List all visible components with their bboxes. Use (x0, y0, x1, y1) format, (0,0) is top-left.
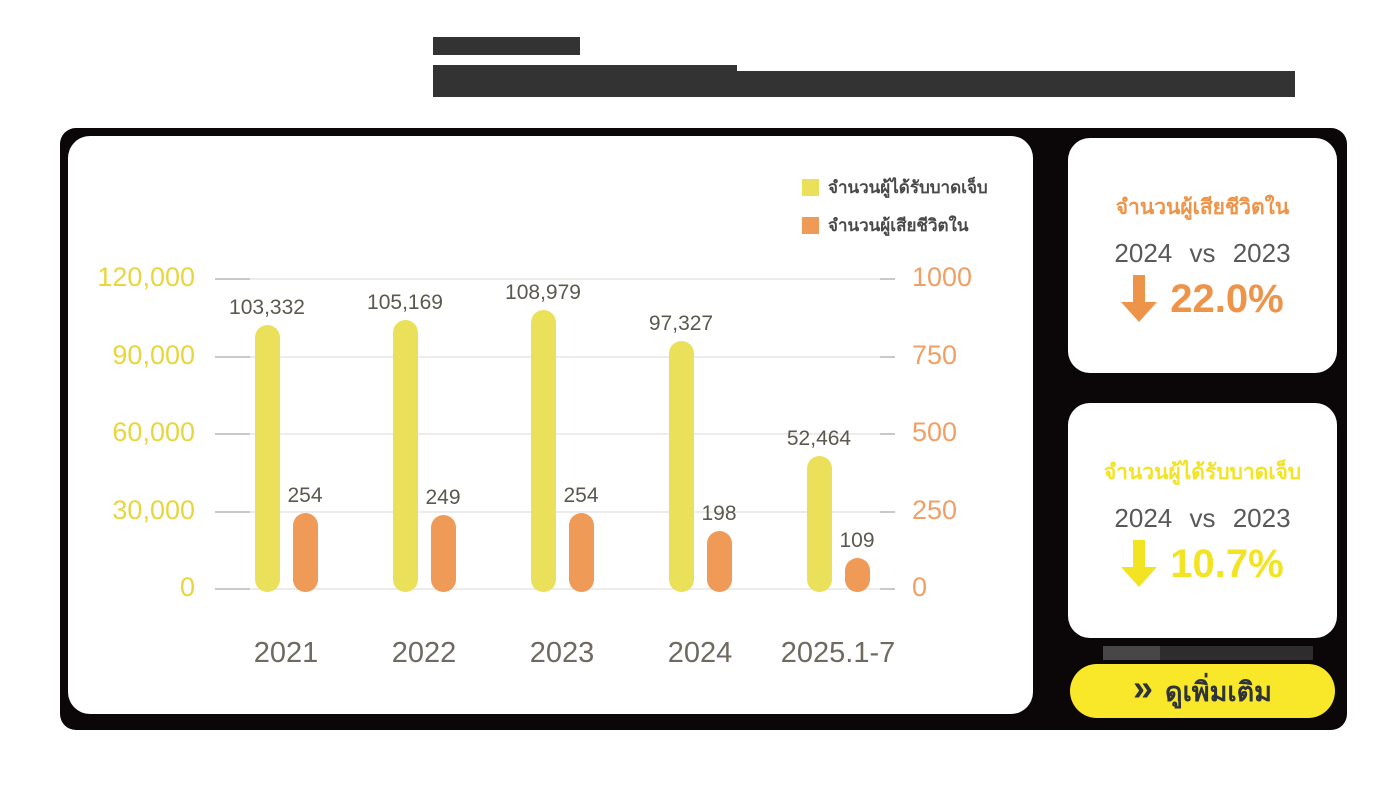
left-axis-label: 0 (179, 572, 195, 602)
stat-card-injured-change: 10.7% (1068, 540, 1337, 588)
value-label-deaths-2024: 198 (701, 502, 737, 525)
bar-injured-2024 (668, 341, 694, 592)
right-axis-label: 500 (912, 417, 958, 447)
stat-card-deaths-percent: 22.0% (1170, 276, 1284, 321)
left-axis-label: 60,000 (112, 417, 195, 447)
bar-deaths-2023 (568, 513, 594, 592)
bar-deaths-2025.1-7 (844, 558, 870, 592)
x-axis-label-2023: 2023 (529, 637, 595, 669)
x-axis-label-2024: 2024 (667, 637, 733, 669)
legend-item-injured: จำนวนผู้ได้รับบาดเจ็บ (802, 174, 988, 201)
left-axis-label: 90,000 (112, 339, 195, 370)
value-label-injured-2022: 105,169 (367, 291, 443, 314)
bar-injured-2025.1-7 (806, 456, 832, 592)
value-label-injured-2025.1-7: 52,464 (786, 427, 852, 450)
right-axis-label: 250 (912, 494, 958, 525)
right-axis-label: 1000 (912, 262, 973, 292)
value-label-deaths-2021: 254 (287, 484, 323, 507)
header-redacted-small-bar (433, 37, 580, 55)
right-axis-tick (880, 433, 895, 435)
value-label-deaths-2022: 249 (425, 486, 461, 509)
bar-injured-2022 (392, 320, 418, 592)
legend-swatch-injured-icon (802, 179, 819, 196)
stat-card-injured-title: จำนวนผู้ได้รับบาดเจ็บ (1103, 461, 1302, 484)
gridline (215, 588, 895, 590)
bar-deaths-2022 (430, 515, 456, 592)
gridline (215, 278, 895, 280)
left-axis-tick (215, 433, 250, 435)
bar-injured-2021 (254, 325, 280, 592)
down-arrow-icon (1121, 275, 1158, 323)
chart-card: 120,000 1000 90,000 750 60,000 500 30,000 250 0 0… (68, 136, 1033, 714)
right-axis-tick (880, 588, 895, 590)
bar-deaths-2021 (292, 513, 318, 592)
legend-swatch-deaths-icon (802, 217, 819, 234)
legend-label-deaths: จำนวนผู้เสียชีวิตใน (828, 216, 969, 235)
value-label-deaths-2025.1-7: 109 (839, 529, 875, 552)
header-redacted-title-bar-right (737, 71, 1295, 97)
value-label-injured-2021: 103,332 (229, 296, 305, 319)
chart-legend: จำนวนผู้ได้รับบาดเจ็บ จำนวนผู้เสียชีวิตใ… (802, 174, 988, 250)
left-axis-tick (215, 355, 250, 358)
left-axis-label: 30,000 (112, 494, 195, 525)
right-axis-tick (880, 278, 895, 280)
left-axis-tick (215, 510, 250, 513)
left-axis-tick (215, 588, 250, 590)
stat-card-deaths: จำนวนผู้เสียชีวิตใน 2024 vs 2023 22.0% (1068, 138, 1337, 373)
right-axis-tick (880, 355, 895, 358)
value-label-injured-2023: 108,979 (505, 281, 581, 304)
x-axis-label-2025.1-7: 2025.1-7 (780, 637, 896, 669)
left-axis-label: 120,000 (97, 262, 195, 292)
see-more-button[interactable]: » ดูเพิ่มเติม (1070, 664, 1335, 718)
stat-card-injured-comparison: 2024 vs 2023 (1114, 503, 1291, 533)
progress-bar (1103, 646, 1313, 660)
stat-card-deaths-change: 22.0% (1068, 275, 1337, 323)
stat-card-injured-percent: 10.7% (1170, 541, 1284, 586)
stat-card-deaths-title: จำนวนผู้เสียชีวิตใน (1115, 196, 1290, 219)
x-axis-label-2021: 2021 (253, 637, 319, 669)
right-axis-tick (880, 510, 895, 513)
down-arrow-icon (1121, 540, 1158, 588)
progress-bar-fill (1103, 646, 1160, 660)
stat-card-deaths-comparison: 2024 vs 2023 (1114, 238, 1291, 268)
left-axis-tick (215, 278, 250, 280)
legend-item-deaths: จำนวนผู้เสียชีวิตใน (802, 212, 988, 239)
right-axis-label: 750 (912, 339, 958, 370)
bar-injured-2023 (530, 310, 556, 592)
bar-deaths-2024 (706, 531, 732, 592)
double-chevron-icon: » (1133, 667, 1154, 708)
x-axis-label-2022: 2022 (391, 637, 457, 669)
see-more-button-label: ดูเพิ่มเติม (1165, 676, 1272, 707)
legend-label-injured: จำนวนผู้ได้รับบาดเจ็บ (828, 178, 988, 197)
plot-area: 120,000 1000 90,000 750 60,000 500 30,000 250 0 0… (68, 136, 1033, 714)
header-redacted-title-bar-left (433, 65, 737, 97)
right-axis-label: 0 (912, 572, 928, 602)
value-label-deaths-2023: 254 (563, 484, 599, 507)
value-label-injured-2024: 97,327 (648, 312, 714, 335)
stat-card-injured: จำนวนผู้ได้รับบาดเจ็บ 2024 vs 2023 10.7% (1068, 403, 1337, 638)
